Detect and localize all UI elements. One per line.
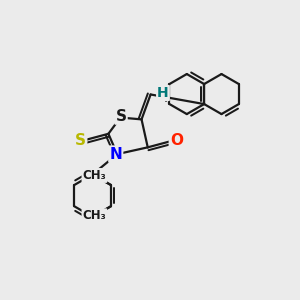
Text: CH₃: CH₃ xyxy=(82,169,106,182)
Text: N: N xyxy=(110,147,122,162)
Text: CH₃: CH₃ xyxy=(82,209,106,222)
Text: S: S xyxy=(116,109,127,124)
Text: S: S xyxy=(75,133,86,148)
Text: O: O xyxy=(170,134,183,148)
Text: H: H xyxy=(157,86,169,100)
